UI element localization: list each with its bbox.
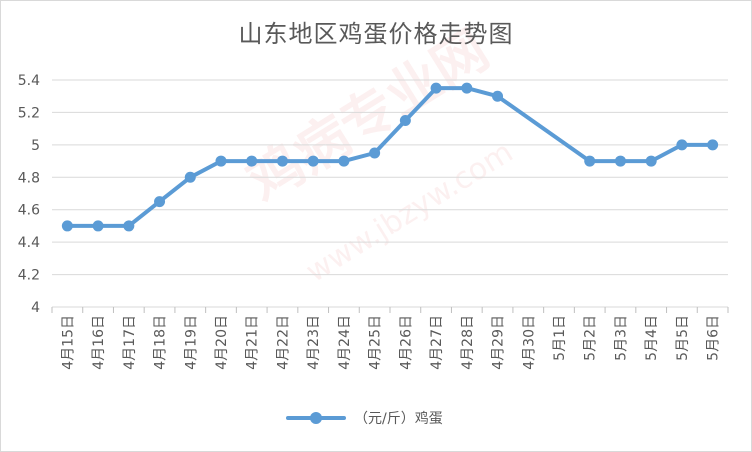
data-point (614, 155, 626, 167)
y-tick-label: 5.2 (18, 105, 40, 121)
data-point (276, 155, 288, 167)
data-point (123, 220, 135, 232)
chart-title: 山东地区鸡蛋价格走势图 (238, 20, 514, 48)
data-point (338, 155, 350, 167)
x-tick-label: 5月1日 (552, 315, 568, 361)
x-tick-label: 4月29日 (491, 315, 507, 370)
y-tick-label: 4 (31, 300, 40, 316)
x-tick-label: 4月22日 (275, 315, 291, 370)
data-point (154, 196, 166, 208)
data-point (246, 155, 258, 167)
x-tick-label: 5月3日 (613, 315, 629, 361)
data-point (92, 220, 104, 232)
x-tick-label: 4月16日 (91, 315, 107, 370)
legend-label: （元/斤）鸡蛋 (354, 411, 443, 427)
x-tick-label: 5月6日 (706, 315, 722, 361)
data-point (584, 155, 596, 167)
x-tick-label: 4月23日 (306, 315, 322, 370)
data-point (369, 147, 381, 159)
data-point (215, 155, 227, 167)
x-tick-label: 4月30日 (521, 315, 537, 370)
x-tick-label: 5月2日 (583, 315, 599, 361)
y-tick-label: 4.4 (18, 235, 40, 251)
legend-marker (286, 412, 346, 424)
series-line (65, 86, 715, 228)
data-point (645, 155, 657, 167)
y-tick-label: 5.4 (18, 73, 40, 89)
data-point (430, 82, 442, 94)
x-tick-label: 4月25日 (368, 315, 384, 370)
data-point (492, 90, 504, 102)
y-tick-label: 4.2 (18, 268, 40, 284)
data-point (184, 171, 196, 183)
data-point (461, 82, 473, 94)
x-tick-label: 4月27日 (429, 315, 445, 370)
data-point (707, 139, 719, 151)
legend: （元/斤）鸡蛋 (286, 408, 443, 428)
data-point (61, 220, 73, 232)
x-tick-label: 4月15日 (60, 315, 76, 370)
x-tick-label: 4月17日 (122, 315, 138, 370)
x-tick-label: 5月4日 (644, 315, 660, 361)
x-tick-label: 4月21日 (245, 315, 261, 370)
x-tick-label: 4月24日 (337, 315, 353, 370)
x-tick-label: 4月19日 (183, 315, 199, 370)
data-point (307, 155, 319, 167)
x-tick-label: 4月20日 (214, 315, 230, 370)
x-tick-label: 4月26日 (398, 315, 414, 370)
x-tick-label: 5月5日 (675, 315, 691, 361)
data-point (676, 139, 688, 151)
y-tick-label: 4.6 (18, 203, 40, 219)
y-tick-label: 5 (31, 138, 40, 154)
x-tick-label: 4月18日 (153, 315, 169, 370)
data-point (399, 115, 411, 127)
x-tick-label: 4月28日 (460, 315, 476, 370)
y-tick-label: 4.8 (18, 170, 40, 186)
